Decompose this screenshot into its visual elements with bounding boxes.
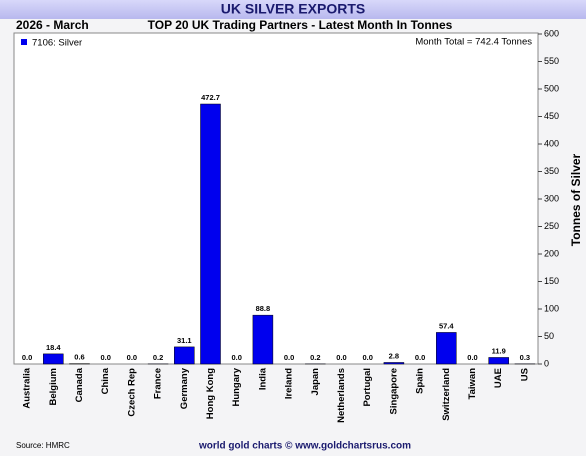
y-tick-label: 150 — [544, 276, 559, 286]
value-label: 0.0 — [362, 353, 372, 362]
annotation: Month Total = 742.4 Tonnes — [415, 37, 532, 48]
x-tick-label: Singapore — [388, 368, 399, 414]
bar — [436, 332, 457, 365]
x-tick-label: India — [257, 367, 268, 390]
value-label: 88.8 — [256, 304, 271, 313]
value-label: 0.3 — [520, 353, 530, 362]
x-tick-label: Japan — [310, 368, 321, 396]
bar — [383, 362, 405, 365]
x-tick-label: Switzerland — [441, 368, 452, 421]
bar — [200, 103, 221, 365]
x-tick-label: France — [153, 368, 164, 399]
bar — [174, 346, 195, 365]
y-tick-label: 500 — [544, 83, 559, 93]
value-label: 0.0 — [467, 353, 477, 362]
x-tick-label: Czech Rep — [126, 368, 137, 417]
banner-title: UK SILVER EXPORTS — [221, 1, 365, 17]
y-tick-label: 50 — [544, 331, 554, 341]
y-tick-label: 0 — [544, 358, 549, 368]
value-label: 0.6 — [74, 353, 84, 362]
value-label: 2.8 — [389, 351, 399, 360]
value-label: 0.0 — [284, 353, 294, 362]
x-tick-label: China — [100, 367, 111, 394]
credit: world gold charts © www.goldchartsrus.co… — [198, 441, 411, 452]
value-label: 0.0 — [336, 353, 346, 362]
y-tick-label: 200 — [544, 248, 559, 258]
value-label: 18.4 — [46, 343, 61, 352]
y-tick-label: 100 — [544, 303, 559, 313]
x-tick-label: Canada — [74, 367, 85, 402]
y-tick-label: 300 — [544, 193, 559, 203]
value-label: 0.2 — [310, 353, 320, 362]
value-label: 0.0 — [127, 353, 137, 362]
y-tick-label: 400 — [544, 138, 559, 148]
x-tick-label: US — [519, 368, 530, 381]
period: 2026 - March — [16, 18, 89, 32]
y-tick-label: 250 — [544, 221, 559, 231]
value-label: 11.9 — [492, 346, 506, 355]
x-tick-label: Ireland — [284, 368, 295, 399]
value-label: 31.1 — [177, 336, 192, 345]
value-label: 0.0 — [22, 353, 32, 362]
banner — [0, 0, 586, 19]
x-tick-label: UAE — [493, 368, 504, 388]
bar — [252, 314, 274, 365]
x-tick-label: Germany — [179, 367, 190, 409]
plot-area — [13, 32, 539, 365]
y-tick-label: 550 — [544, 56, 559, 66]
chart-title: TOP 20 UK Trading Partners - Latest Mont… — [148, 18, 453, 32]
legend-label: 7106: Silver — [32, 38, 82, 49]
x-tick-label: Belgium — [48, 368, 59, 405]
x-tick-label: Netherlands — [336, 368, 347, 423]
value-label: 0.0 — [415, 353, 425, 362]
y-tick-label: 450 — [544, 111, 559, 121]
bar — [43, 353, 64, 365]
bar — [488, 357, 509, 365]
legend-swatch — [21, 39, 27, 45]
value-label: 57.4 — [439, 321, 454, 330]
value-label: 0.2 — [153, 353, 163, 362]
x-tick-label: Hong Kong — [205, 368, 216, 419]
x-tick-label: Taiwan — [467, 368, 478, 400]
value-label: 0.0 — [100, 353, 110, 362]
y-axis-label: Tonnes of Silver — [569, 153, 583, 246]
x-tick-label: Spain — [415, 368, 426, 394]
source: Source: HMRC — [16, 441, 70, 450]
y-tick-label: 350 — [544, 166, 559, 176]
x-tick-label: Australia — [22, 367, 33, 408]
value-label: 472.7 — [201, 93, 220, 102]
y-tick-label: 600 — [544, 28, 559, 38]
x-tick-label: Portugal — [362, 368, 373, 407]
value-label: 0.0 — [231, 353, 241, 362]
x-tick-label: Hungary — [231, 367, 242, 406]
